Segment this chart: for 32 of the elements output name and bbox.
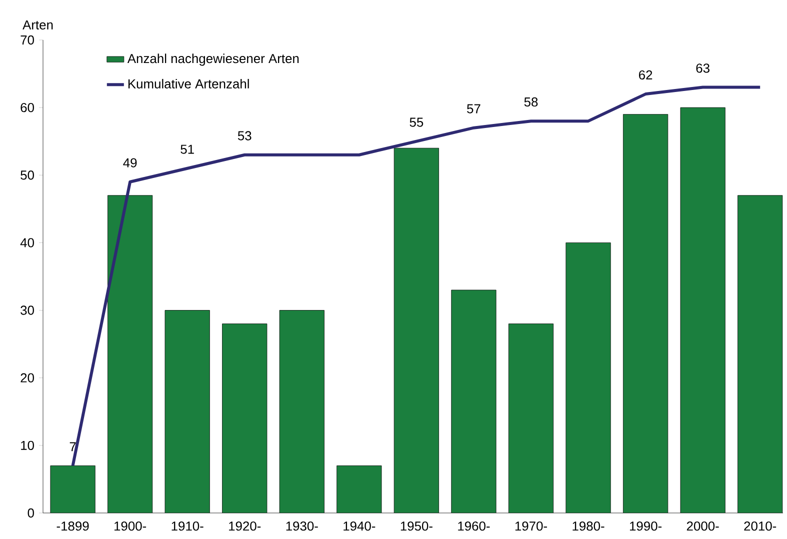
x-tick-label: 1990-: [630, 522, 662, 531]
x-tick-label: 1910-: [172, 522, 204, 531]
x-tick-label: 2000-: [686, 522, 719, 531]
data-label: 49: [123, 158, 137, 168]
x-tick-label: 1950-: [400, 522, 432, 531]
y-tick-label: 20: [20, 373, 34, 382]
data-label: 53: [238, 131, 252, 140]
x-tick-label: -1899: [56, 522, 89, 531]
data-label: 51: [180, 144, 194, 154]
y-tick-label: 0: [28, 508, 34, 518]
legend-label: Anzahl nachgewiesener Arten: [127, 54, 299, 66]
y-tick-label: 40: [20, 238, 34, 248]
y-tick-label: 70: [20, 35, 34, 45]
x-tick-label: 1930-: [286, 522, 318, 531]
data-label: 63: [696, 64, 710, 73]
x-tick-label: 1970-: [515, 522, 547, 531]
y-tick-label: 60: [20, 102, 34, 112]
x-tick-label: 1900-: [114, 522, 146, 531]
x-tick-label: 2010-: [744, 522, 776, 531]
legend-label: Kumulative Artenzahl: [128, 78, 249, 88]
y-tick-label: 50: [20, 170, 34, 180]
y-tick-label: 30: [20, 306, 34, 315]
data-label: 55: [410, 118, 424, 127]
x-tick-label: 1980-: [572, 522, 604, 531]
data-label: 58: [524, 97, 538, 107]
y-axis-title: Arten: [22, 20, 53, 30]
x-tick-label: 1940-: [344, 522, 376, 531]
y-tick-label: 10: [21, 440, 34, 450]
x-tick-label: 1920-: [229, 522, 261, 531]
data-label: 57: [467, 104, 480, 114]
data-label: 62: [639, 70, 652, 80]
x-tick-label: 1960-: [458, 522, 490, 531]
